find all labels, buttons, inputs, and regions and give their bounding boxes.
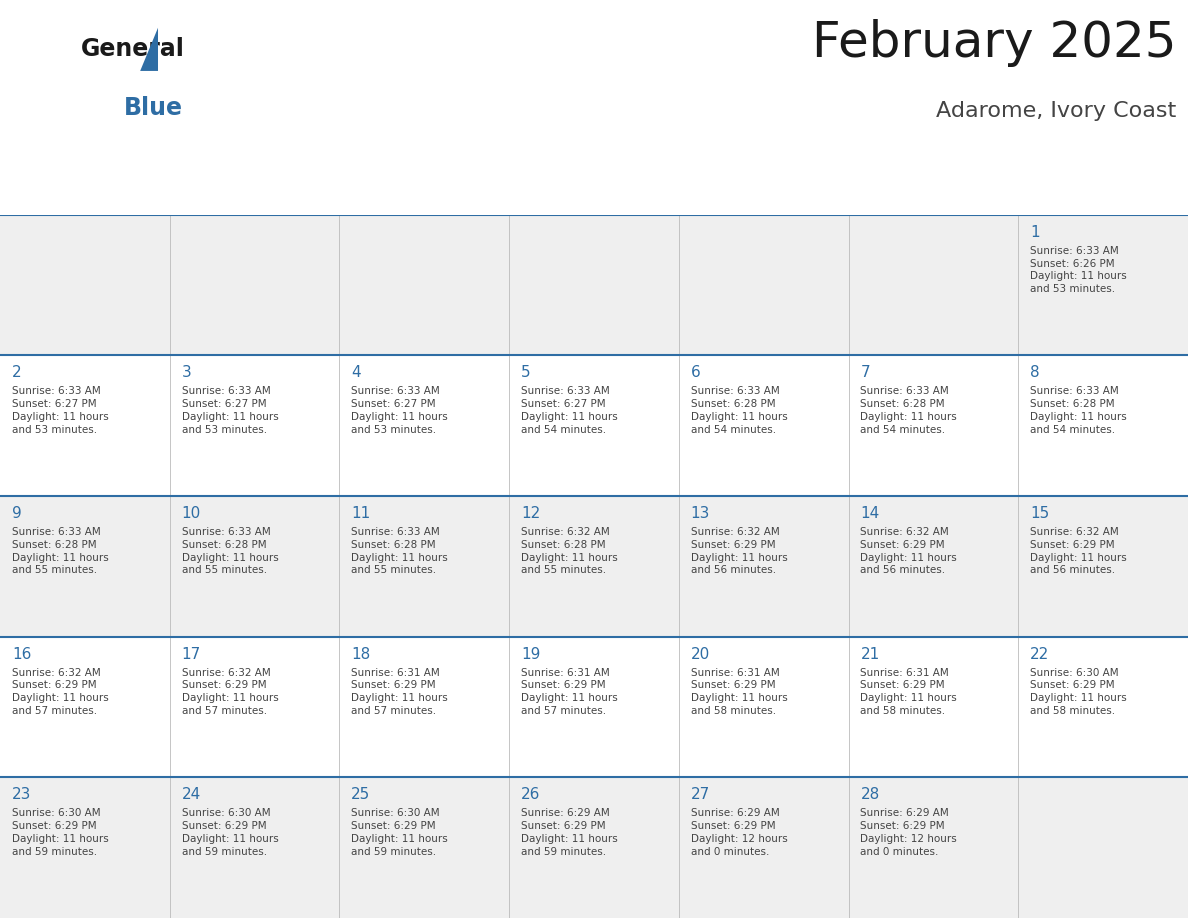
Bar [0, 637, 1188, 778]
Text: Sunrise: 6:31 AM
Sunset: 6:29 PM
Daylight: 11 hours
and 58 minutes.: Sunrise: 6:31 AM Sunset: 6:29 PM Dayligh… [690, 667, 788, 716]
Text: 10: 10 [182, 506, 201, 521]
Bar [0, 778, 1188, 918]
Text: Sunrise: 6:33 AM
Sunset: 6:27 PM
Daylight: 11 hours
and 54 minutes.: Sunrise: 6:33 AM Sunset: 6:27 PM Dayligh… [522, 386, 618, 435]
Text: 13: 13 [690, 506, 710, 521]
Text: Sunrise: 6:33 AM
Sunset: 6:28 PM
Daylight: 11 hours
and 54 minutes.: Sunrise: 6:33 AM Sunset: 6:28 PM Dayligh… [1030, 386, 1127, 435]
Text: 1: 1 [1030, 225, 1040, 240]
Text: Sunrise: 6:30 AM
Sunset: 6:29 PM
Daylight: 11 hours
and 59 minutes.: Sunrise: 6:30 AM Sunset: 6:29 PM Dayligh… [352, 809, 448, 856]
Text: 19: 19 [522, 646, 541, 662]
Text: Sunrise: 6:30 AM
Sunset: 6:29 PM
Daylight: 11 hours
and 59 minutes.: Sunrise: 6:30 AM Sunset: 6:29 PM Dayligh… [182, 809, 278, 856]
Text: Sunday: Sunday [15, 179, 76, 194]
Text: Sunrise: 6:33 AM
Sunset: 6:27 PM
Daylight: 11 hours
and 53 minutes.: Sunrise: 6:33 AM Sunset: 6:27 PM Dayligh… [182, 386, 278, 435]
Text: Sunrise: 6:32 AM
Sunset: 6:29 PM
Daylight: 11 hours
and 56 minutes.: Sunrise: 6:32 AM Sunset: 6:29 PM Dayligh… [690, 527, 788, 576]
Text: Sunrise: 6:32 AM
Sunset: 6:29 PM
Daylight: 11 hours
and 56 minutes.: Sunrise: 6:32 AM Sunset: 6:29 PM Dayligh… [1030, 527, 1127, 576]
Text: Sunrise: 6:29 AM
Sunset: 6:29 PM
Daylight: 12 hours
and 0 minutes.: Sunrise: 6:29 AM Sunset: 6:29 PM Dayligh… [860, 809, 958, 856]
Text: Sunrise: 6:33 AM
Sunset: 6:28 PM
Daylight: 11 hours
and 55 minutes.: Sunrise: 6:33 AM Sunset: 6:28 PM Dayligh… [182, 527, 278, 576]
Text: 18: 18 [352, 646, 371, 662]
Text: 15: 15 [1030, 506, 1049, 521]
Text: Sunrise: 6:31 AM
Sunset: 6:29 PM
Daylight: 11 hours
and 57 minutes.: Sunrise: 6:31 AM Sunset: 6:29 PM Dayligh… [352, 667, 448, 716]
Text: 9: 9 [12, 506, 21, 521]
Text: 14: 14 [860, 506, 879, 521]
Text: Thursday: Thursday [694, 179, 769, 194]
Text: 12: 12 [522, 506, 541, 521]
Text: 20: 20 [690, 646, 710, 662]
Bar [0, 496, 1188, 637]
Text: Sunrise: 6:29 AM
Sunset: 6:29 PM
Daylight: 12 hours
and 0 minutes.: Sunrise: 6:29 AM Sunset: 6:29 PM Dayligh… [690, 809, 788, 856]
Text: Tuesday: Tuesday [355, 179, 421, 194]
Text: 4: 4 [352, 365, 361, 380]
Text: 23: 23 [12, 788, 31, 802]
Text: Sunrise: 6:32 AM
Sunset: 6:28 PM
Daylight: 11 hours
and 55 minutes.: Sunrise: 6:32 AM Sunset: 6:28 PM Dayligh… [522, 527, 618, 576]
Text: 21: 21 [860, 646, 879, 662]
Text: Sunrise: 6:31 AM
Sunset: 6:29 PM
Daylight: 11 hours
and 57 minutes.: Sunrise: 6:31 AM Sunset: 6:29 PM Dayligh… [522, 667, 618, 716]
Text: Sunrise: 6:33 AM
Sunset: 6:27 PM
Daylight: 11 hours
and 53 minutes.: Sunrise: 6:33 AM Sunset: 6:27 PM Dayligh… [12, 386, 108, 435]
Text: Sunrise: 6:33 AM
Sunset: 6:28 PM
Daylight: 11 hours
and 55 minutes.: Sunrise: 6:33 AM Sunset: 6:28 PM Dayligh… [12, 527, 108, 576]
Text: 2: 2 [12, 365, 21, 380]
Text: 7: 7 [860, 365, 870, 380]
Text: 5: 5 [522, 365, 531, 380]
Text: Saturday: Saturday [1034, 179, 1106, 194]
Text: 8: 8 [1030, 365, 1040, 380]
Bar [0, 215, 1188, 355]
Text: Sunrise: 6:29 AM
Sunset: 6:29 PM
Daylight: 11 hours
and 59 minutes.: Sunrise: 6:29 AM Sunset: 6:29 PM Dayligh… [522, 809, 618, 856]
Polygon shape [140, 28, 158, 71]
Text: Sunrise: 6:30 AM
Sunset: 6:29 PM
Daylight: 11 hours
and 59 minutes.: Sunrise: 6:30 AM Sunset: 6:29 PM Dayligh… [12, 809, 108, 856]
Text: Sunrise: 6:32 AM
Sunset: 6:29 PM
Daylight: 11 hours
and 57 minutes.: Sunrise: 6:32 AM Sunset: 6:29 PM Dayligh… [12, 667, 108, 716]
Text: Sunrise: 6:33 AM
Sunset: 6:28 PM
Daylight: 11 hours
and 54 minutes.: Sunrise: 6:33 AM Sunset: 6:28 PM Dayligh… [860, 386, 958, 435]
Text: Wednesday: Wednesday [524, 179, 618, 194]
Text: 28: 28 [860, 788, 879, 802]
Text: 24: 24 [182, 788, 201, 802]
Text: February 2025: February 2025 [811, 19, 1176, 67]
Text: Adarome, Ivory Coast: Adarome, Ivory Coast [936, 101, 1176, 121]
Text: Sunrise: 6:33 AM
Sunset: 6:26 PM
Daylight: 11 hours
and 53 minutes.: Sunrise: 6:33 AM Sunset: 6:26 PM Dayligh… [1030, 246, 1127, 294]
Bar [0, 355, 1188, 496]
Text: General: General [81, 38, 184, 62]
Text: Sunrise: 6:32 AM
Sunset: 6:29 PM
Daylight: 11 hours
and 57 minutes.: Sunrise: 6:32 AM Sunset: 6:29 PM Dayligh… [182, 667, 278, 716]
Text: 11: 11 [352, 506, 371, 521]
Text: 26: 26 [522, 788, 541, 802]
Text: Blue: Blue [124, 96, 183, 120]
Text: 25: 25 [352, 788, 371, 802]
Text: 16: 16 [12, 646, 31, 662]
Text: Sunrise: 6:30 AM
Sunset: 6:29 PM
Daylight: 11 hours
and 58 minutes.: Sunrise: 6:30 AM Sunset: 6:29 PM Dayligh… [1030, 667, 1127, 716]
Text: Monday: Monday [185, 179, 248, 194]
Text: Sunrise: 6:33 AM
Sunset: 6:27 PM
Daylight: 11 hours
and 53 minutes.: Sunrise: 6:33 AM Sunset: 6:27 PM Dayligh… [352, 386, 448, 435]
Text: Friday: Friday [864, 179, 912, 194]
Text: Sunrise: 6:32 AM
Sunset: 6:29 PM
Daylight: 11 hours
and 56 minutes.: Sunrise: 6:32 AM Sunset: 6:29 PM Dayligh… [860, 527, 958, 576]
Text: Sunrise: 6:31 AM
Sunset: 6:29 PM
Daylight: 11 hours
and 58 minutes.: Sunrise: 6:31 AM Sunset: 6:29 PM Dayligh… [860, 667, 958, 716]
Text: 17: 17 [182, 646, 201, 662]
Text: Sunrise: 6:33 AM
Sunset: 6:28 PM
Daylight: 11 hours
and 55 minutes.: Sunrise: 6:33 AM Sunset: 6:28 PM Dayligh… [352, 527, 448, 576]
Text: 6: 6 [690, 365, 701, 380]
Text: 22: 22 [1030, 646, 1049, 662]
Text: Sunrise: 6:33 AM
Sunset: 6:28 PM
Daylight: 11 hours
and 54 minutes.: Sunrise: 6:33 AM Sunset: 6:28 PM Dayligh… [690, 386, 788, 435]
Text: 3: 3 [182, 365, 191, 380]
Text: 27: 27 [690, 788, 710, 802]
